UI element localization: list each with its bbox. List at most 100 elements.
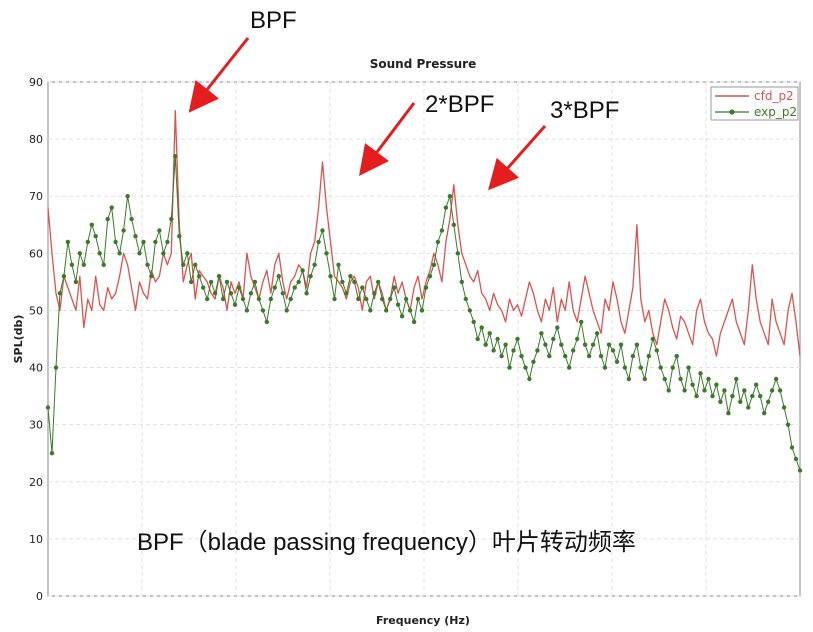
y-tick-label: 0 xyxy=(36,590,43,603)
data-point-exp_p2 xyxy=(216,274,222,279)
data-point-exp_p2 xyxy=(109,205,114,210)
data-point-exp_p2 xyxy=(567,365,572,370)
data-point-exp_p2 xyxy=(77,251,83,256)
data-point-exp_p2 xyxy=(614,359,620,364)
data-point-exp_p2 xyxy=(81,262,87,267)
data-point-exp_p2 xyxy=(658,365,663,370)
data-point-exp_p2 xyxy=(551,336,556,342)
data-point-exp_p2 xyxy=(547,353,552,359)
data-point-exp_p2 xyxy=(252,279,258,285)
data-point-exp_p2 xyxy=(750,393,755,399)
data-point-exp_p2 xyxy=(754,382,759,387)
data-point-exp_p2 xyxy=(523,365,528,370)
y-axis-label: SPL(db) xyxy=(12,315,25,364)
data-point-exp_p2 xyxy=(491,348,496,353)
data-point-exp_p2 xyxy=(296,279,301,285)
data-point-exp_p2 xyxy=(360,285,365,290)
data-point-exp_p2 xyxy=(161,251,166,256)
data-point-exp_p2 xyxy=(324,251,329,256)
data-point-exp_p2 xyxy=(451,222,456,227)
data-point-exp_p2 xyxy=(101,262,106,267)
data-point-exp_p2 xyxy=(244,308,250,313)
data-point-exp_p2 xyxy=(555,325,560,330)
data-point-exp_p2 xyxy=(710,393,715,399)
data-point-exp_p2 xyxy=(785,422,791,427)
data-point-exp_p2 xyxy=(431,262,437,267)
data-point-exp_p2 xyxy=(702,388,707,393)
data-point-exp_p2 xyxy=(766,399,771,404)
data-point-exp_p2 xyxy=(471,319,476,325)
data-point-exp_p2 xyxy=(714,382,719,387)
data-point-exp_p2 xyxy=(61,274,67,279)
data-point-exp_p2 xyxy=(626,376,632,382)
data-point-exp_p2 xyxy=(288,296,293,302)
series-line-exp_p2 xyxy=(47,155,801,471)
data-point-exp_p2 xyxy=(153,239,158,245)
data-point-exp_p2 xyxy=(248,291,254,296)
data-point-exp_p2 xyxy=(447,194,453,199)
data-point-exp_p2 xyxy=(487,331,492,336)
data-point-exp_p2 xyxy=(129,216,134,222)
data-point-exp_p2 xyxy=(117,251,122,256)
data-point-exp_p2 xyxy=(734,376,739,382)
data-point-exp_p2 xyxy=(638,365,643,370)
y-tick-labels: 0 10 20 30 40 50 60 70 80 90 xyxy=(29,76,43,603)
data-point-exp_p2 xyxy=(113,239,118,245)
data-point-exp_p2 xyxy=(141,239,146,245)
data-point-exp_p2 xyxy=(682,388,687,393)
data-point-exp_p2 xyxy=(793,456,799,462)
data-point-exp_p2 xyxy=(459,279,464,285)
data-point-exp_p2 xyxy=(686,365,691,370)
data-point-exp_p2 xyxy=(403,296,409,302)
data-point-exp_p2 xyxy=(181,262,186,267)
data-point-exp_p2 xyxy=(531,359,536,364)
data-point-exp_p2 xyxy=(240,296,246,302)
data-point-exp_p2 xyxy=(352,279,357,285)
data-point-exp_p2 xyxy=(308,274,313,279)
data-point-exp_p2 xyxy=(582,342,588,347)
data-point-exp_p2 xyxy=(185,251,190,256)
annotation-3bpf: 3*BPF xyxy=(550,97,619,124)
data-point-exp_p2 xyxy=(435,239,441,245)
data-point-exp_p2 xyxy=(527,376,532,382)
y-tick-label: 80 xyxy=(29,133,43,146)
annotations: BPF 2*BPF 3*BPF xyxy=(188,7,619,191)
data-point-exp_p2 xyxy=(511,348,516,353)
data-point-exp_p2 xyxy=(364,296,369,302)
data-point-exp_p2 xyxy=(519,353,524,359)
data-point-exp_p2 xyxy=(455,251,460,256)
data-point-exp_p2 xyxy=(272,285,277,290)
data-point-exp_p2 xyxy=(316,239,321,245)
data-point-exp_p2 xyxy=(348,274,353,279)
data-point-exp_p2 xyxy=(399,314,405,319)
data-point-exp_p2 xyxy=(205,296,210,302)
data-point-exp_p2 xyxy=(419,308,425,313)
legend: cfd_p2 exp_p2 xyxy=(710,86,799,121)
data-point-exp_p2 xyxy=(372,291,377,296)
data-point-exp_p2 xyxy=(89,222,95,227)
data-point-exp_p2 xyxy=(586,353,592,359)
data-point-exp_p2 xyxy=(598,353,604,359)
data-point-exp_p2 xyxy=(356,296,361,302)
data-point-exp_p2 xyxy=(622,365,628,370)
data-point-exp_p2 xyxy=(590,342,596,347)
data-point-exp_p2 xyxy=(535,348,540,353)
series-group xyxy=(45,109,803,473)
data-point-exp_p2 xyxy=(718,399,723,404)
data-point-exp_p2 xyxy=(49,451,55,456)
data-point-exp_p2 xyxy=(328,274,333,279)
data-point-exp_p2 xyxy=(606,342,612,347)
data-point-exp_p2 xyxy=(69,262,75,267)
data-point-exp_p2 xyxy=(380,296,385,302)
data-point-exp_p2 xyxy=(376,279,381,285)
data-point-exp_p2 xyxy=(618,342,624,347)
data-point-exp_p2 xyxy=(789,445,795,450)
data-point-exp_p2 xyxy=(439,228,445,233)
data-point-exp_p2 xyxy=(722,388,727,393)
grid-lines xyxy=(48,81,800,597)
data-point-exp_p2 xyxy=(137,251,142,256)
data-point-exp_p2 xyxy=(292,285,297,290)
data-point-exp_p2 xyxy=(224,279,230,285)
annotation-arrow-2bpf xyxy=(358,102,416,176)
